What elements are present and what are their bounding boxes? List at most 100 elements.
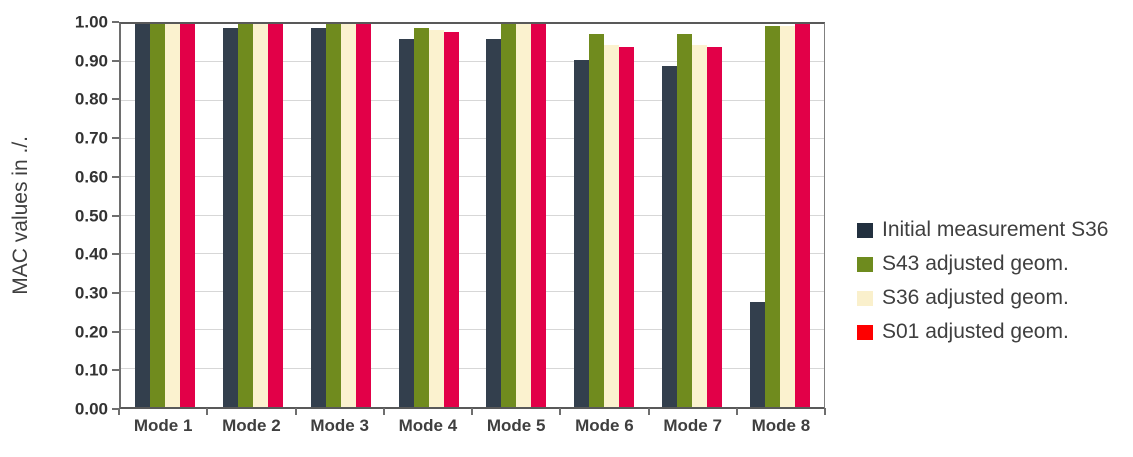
bar-mode-5-s43-adjusted-geom- xyxy=(501,24,517,407)
x-label-mode-3: Mode 3 xyxy=(310,416,369,435)
y-tick-label-0.30: 0.30 xyxy=(74,283,108,303)
x-label-mode-4: Mode 4 xyxy=(398,416,458,435)
legend-swatch-icon xyxy=(857,324,873,340)
bar-group-mode-4 xyxy=(385,24,473,407)
y-tick-label-0.60: 0.60 xyxy=(74,167,108,187)
x-tick-mark xyxy=(559,408,562,415)
x-tick-mark xyxy=(647,408,650,415)
bar-mode-2-s43-adjusted-geom- xyxy=(237,24,253,407)
bar-mode-1-s43-adjusted-geom- xyxy=(149,24,165,407)
x-label-mode-8: Mode 8 xyxy=(751,416,811,435)
x-label-mode-7: Mode 7 xyxy=(663,416,722,435)
legend-label: S36 adjusted geom. xyxy=(882,286,1069,309)
x-tick-mark xyxy=(118,408,120,415)
y-tick-label-0.80: 0.80 xyxy=(74,89,108,109)
bar-mode-3-s01-adjusted-geom- xyxy=(355,24,371,407)
y-tick-label-1.00: 1.00 xyxy=(74,12,108,32)
x-label-mode-2: Mode 2 xyxy=(222,416,281,435)
bar-mode-3-s43-adjusted-geom- xyxy=(325,24,341,407)
y-tick-mark xyxy=(112,175,119,178)
y-axis-tick-marks xyxy=(112,21,119,410)
gridline xyxy=(121,214,824,216)
x-axis-tick-marks xyxy=(118,408,826,415)
legend-item-s36-adjusted-geom-: S36 adjusted geom. xyxy=(857,286,1108,309)
bar-group-mode-3 xyxy=(297,24,385,407)
bar-mode-8-initial-measurement-s36 xyxy=(750,301,766,407)
y-tick-mark xyxy=(112,408,119,410)
bar-mode-1-s01-adjusted-geom- xyxy=(179,24,195,407)
bar-mode-6-s01-adjusted-geom- xyxy=(619,46,635,407)
gridline xyxy=(121,367,824,369)
gridline xyxy=(121,291,824,293)
y-tick-mark xyxy=(112,59,119,62)
plot-area xyxy=(119,22,825,409)
bar-group-mode-5 xyxy=(473,24,561,407)
bar-mode-5-s01-adjusted-geom- xyxy=(531,24,547,407)
x-tick-mark xyxy=(824,408,826,415)
x-axis-labels: Mode 1 Mode 2 Mode 3 Mode 4 Mode 5 Mode 6 Mode… xyxy=(119,416,825,436)
bar-mode-3-s36-adjusted-geom- xyxy=(340,24,356,407)
bar-mode-2-initial-measurement-s36 xyxy=(222,27,238,407)
legend-label: Initial measurement S36 xyxy=(882,218,1109,241)
bar-mode-1-initial-measurement-s36 xyxy=(134,24,150,407)
bar-mode-7-initial-measurement-s36 xyxy=(662,66,678,407)
y-axis-tick-labels: 0.00 0.10 0.20 0.30 0.40 0.50 0.60 0.70 0.80 0.90… xyxy=(0,14,108,418)
bar-mode-8-s01-adjusted-geom- xyxy=(795,24,811,407)
bar-mode-6-s43-adjusted-geom- xyxy=(589,33,605,407)
x-tick-mark xyxy=(206,408,209,415)
bar-groups xyxy=(121,24,824,407)
bar-mode-4-s36-adjusted-geom- xyxy=(428,29,444,407)
bar-mode-2-s01-adjusted-geom- xyxy=(267,24,283,407)
x-tick-mark xyxy=(382,408,385,415)
legend-item-s01-adjusted-geom-: S01 adjusted geom. xyxy=(857,320,1108,343)
bar-mode-7-s36-adjusted-geom- xyxy=(692,45,708,407)
bar-mode-8-s36-adjusted-geom- xyxy=(780,25,796,407)
bar-group-mode-6 xyxy=(560,24,648,407)
gridline xyxy=(121,61,824,63)
y-tick-mark xyxy=(112,330,119,333)
bar-mode-7-s43-adjusted-geom- xyxy=(677,33,693,407)
y-tick-label-0.00: 0.00 xyxy=(74,399,108,419)
x-label-mode-6: Mode 6 xyxy=(575,416,634,435)
legend-swatch-icon xyxy=(857,290,873,306)
y-tick-mark xyxy=(112,253,119,256)
y-tick-mark xyxy=(112,369,119,372)
bar-group-mode-7 xyxy=(648,24,736,407)
y-tick-mark xyxy=(112,291,119,294)
gridline xyxy=(121,137,824,139)
legend-swatch-icon xyxy=(857,222,873,238)
bar-mode-6-s36-adjusted-geom- xyxy=(604,45,620,407)
bar-group-mode-1 xyxy=(121,24,209,407)
y-tick-label-0.20: 0.20 xyxy=(74,322,108,342)
bar-mode-1-s36-adjusted-geom- xyxy=(164,24,180,407)
gridline xyxy=(121,329,824,331)
bar-group-mode-2 xyxy=(209,24,297,407)
gridline xyxy=(121,176,824,178)
legend-label: S01 adjusted geom. xyxy=(882,320,1069,343)
bar-group-mode-8 xyxy=(736,24,824,407)
y-tick-mark xyxy=(112,137,119,140)
bar-mode-5-s36-adjusted-geom- xyxy=(516,24,532,407)
x-tick-mark xyxy=(294,408,297,415)
x-label-mode-1: Mode 1 xyxy=(133,416,193,435)
y-tick-label-0.90: 0.90 xyxy=(74,51,108,71)
gridline xyxy=(121,252,824,254)
y-tick-label-0.40: 0.40 xyxy=(74,244,108,264)
legend-swatch-icon xyxy=(857,256,873,272)
bar-mode-8-s43-adjusted-geom- xyxy=(765,25,781,407)
y-tick-mark xyxy=(112,98,119,101)
bar-mode-5-initial-measurement-s36 xyxy=(486,39,502,407)
x-tick-mark xyxy=(471,408,473,415)
bar-mode-2-s36-adjusted-geom- xyxy=(252,24,268,407)
x-label-mode-5: Mode 5 xyxy=(486,416,546,435)
bar-mode-6-initial-measurement-s36 xyxy=(574,60,590,407)
y-tick-mark xyxy=(112,21,119,23)
y-tick-label-0.70: 0.70 xyxy=(74,128,108,148)
x-tick-mark xyxy=(735,408,738,415)
legend-label: S43 adjusted geom. xyxy=(882,252,1069,275)
legend-item-initial-measurement-s36: Initial measurement S36 xyxy=(857,218,1109,241)
y-tick-label-0.10: 0.10 xyxy=(74,360,108,380)
bar-mode-4-s01-adjusted-geom- xyxy=(443,31,459,407)
gridline xyxy=(121,99,824,101)
